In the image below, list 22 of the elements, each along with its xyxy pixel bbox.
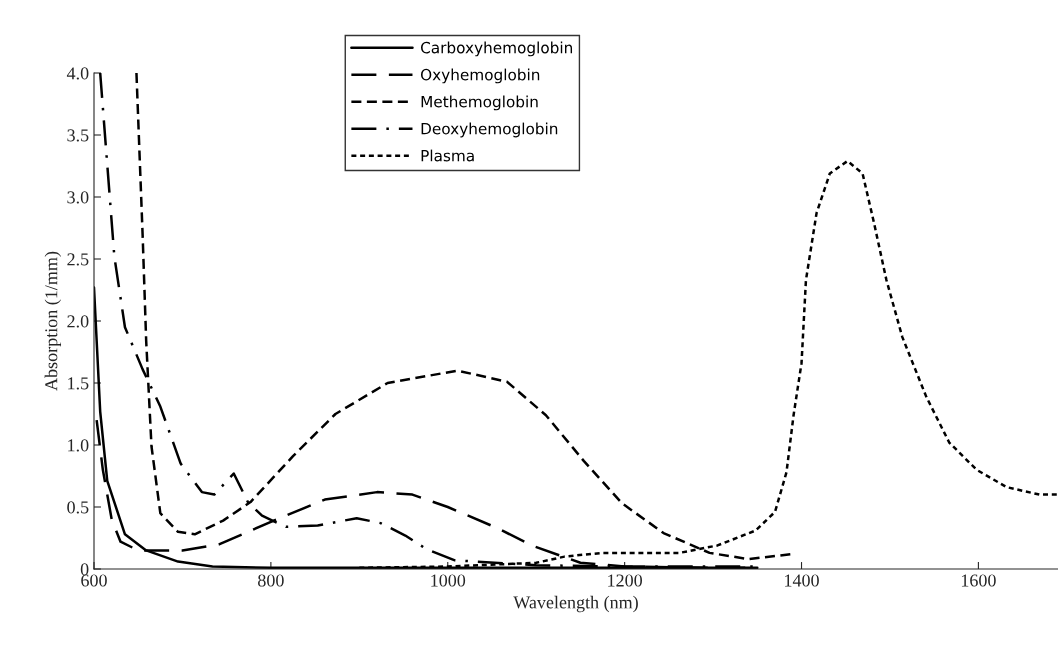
y-tick-label: 4.0	[66, 67, 89, 80]
y-tick-label: 2.0	[67, 315, 89, 328]
x-tick-label: 1600	[961, 574, 996, 587]
y-tick-label: 2.5	[67, 253, 89, 266]
x-tick-label: 1400	[785, 574, 819, 587]
legend-label: Carboxyhemoglobin	[420, 41, 573, 57]
y-tick-label: 3.0	[67, 191, 89, 204]
y-tick-label: 1.0	[68, 439, 89, 452]
y-axis-title: Absorption (1/mm)	[44, 251, 62, 391]
x-axis-title: Wavelength (nm)	[513, 595, 638, 613]
y-tick-label: 0	[80, 563, 89, 576]
legend-label: Plasma	[421, 149, 474, 162]
x-tick-label: 1200	[608, 574, 643, 587]
x-tick-label: 800	[258, 574, 284, 587]
y-tick-label: 3.5	[67, 129, 89, 142]
y-tick-label: 1.5	[68, 377, 89, 390]
x-tick-label: 600	[81, 574, 107, 587]
legend-label: Oxyhemoglobin	[420, 68, 540, 84]
y-tick-label: 0.5	[67, 501, 89, 514]
legend-label: Methemoglobin	[421, 95, 538, 111]
legend-label: Deoxyhemoglobin	[421, 122, 558, 138]
x-tick-label: 1000	[431, 574, 466, 587]
